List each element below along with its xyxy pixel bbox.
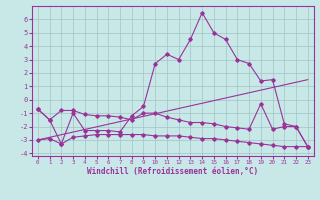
- X-axis label: Windchill (Refroidissement éolien,°C): Windchill (Refroidissement éolien,°C): [87, 167, 258, 176]
